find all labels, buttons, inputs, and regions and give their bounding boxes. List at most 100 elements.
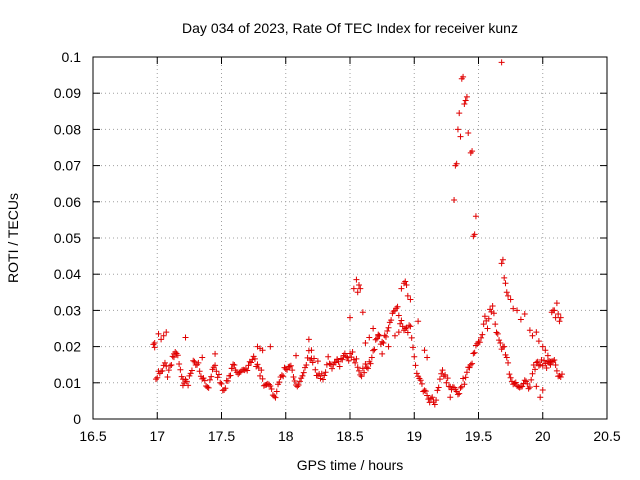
data-point bbox=[407, 323, 414, 330]
data-point bbox=[457, 133, 464, 140]
data-point bbox=[503, 354, 510, 361]
data-point bbox=[407, 296, 414, 303]
data-point bbox=[179, 376, 186, 383]
data-point bbox=[422, 388, 429, 395]
y-tick-label: 0.04 bbox=[54, 266, 81, 282]
data-point bbox=[418, 380, 425, 387]
data-point bbox=[556, 318, 563, 325]
data-point bbox=[524, 380, 531, 387]
data-point bbox=[533, 329, 540, 336]
x-tick-label: 16.5 bbox=[79, 428, 106, 444]
data-point bbox=[417, 377, 424, 384]
data-point bbox=[384, 328, 391, 335]
data-point bbox=[528, 376, 535, 383]
data-point bbox=[431, 401, 438, 408]
data-point bbox=[519, 383, 526, 390]
data-point bbox=[214, 374, 221, 381]
data-point bbox=[412, 362, 419, 369]
data-point bbox=[438, 370, 445, 377]
data-point bbox=[235, 371, 242, 378]
data-point bbox=[224, 377, 231, 384]
data-point bbox=[322, 369, 329, 376]
data-point bbox=[299, 372, 306, 379]
data-point bbox=[394, 303, 401, 310]
data-point bbox=[272, 394, 279, 401]
data-point bbox=[363, 364, 370, 371]
data-point bbox=[353, 276, 360, 283]
data-point bbox=[559, 371, 566, 378]
data-point bbox=[379, 350, 386, 357]
data-point bbox=[200, 375, 207, 382]
data-point bbox=[320, 376, 327, 383]
x-tick-label: 17 bbox=[149, 428, 165, 444]
x-tick-label: 20.5 bbox=[593, 428, 620, 444]
data-point bbox=[350, 285, 357, 292]
data-point bbox=[158, 336, 165, 343]
data-point bbox=[413, 370, 420, 377]
data-point bbox=[499, 256, 506, 263]
data-point bbox=[169, 353, 176, 360]
data-point bbox=[457, 384, 464, 391]
data-point bbox=[359, 365, 366, 372]
data-point bbox=[164, 374, 171, 381]
data-point bbox=[178, 373, 185, 380]
data-point bbox=[502, 351, 509, 358]
data-point bbox=[470, 350, 477, 357]
data-point bbox=[326, 360, 333, 367]
data-point bbox=[447, 394, 454, 401]
data-point bbox=[364, 365, 371, 372]
data-point bbox=[557, 314, 564, 321]
data-point bbox=[208, 373, 215, 380]
data-point bbox=[505, 292, 512, 299]
data-point bbox=[345, 357, 352, 364]
data-point bbox=[456, 110, 463, 117]
data-point bbox=[267, 343, 274, 350]
data-point bbox=[329, 365, 336, 372]
data-point bbox=[502, 280, 509, 287]
data-point bbox=[478, 334, 485, 341]
data-point bbox=[552, 314, 559, 321]
data-point bbox=[440, 373, 447, 380]
data-point bbox=[353, 355, 360, 362]
data-point bbox=[523, 378, 530, 385]
data-point bbox=[362, 339, 369, 346]
y-tick-label: 0.01 bbox=[54, 375, 81, 391]
data-point bbox=[176, 360, 183, 367]
data-point bbox=[456, 390, 463, 397]
data-point bbox=[314, 358, 321, 365]
data-point bbox=[382, 333, 389, 340]
y-tick-label: 0.09 bbox=[54, 85, 81, 101]
data-point bbox=[257, 372, 264, 379]
data-point bbox=[300, 369, 307, 376]
data-point bbox=[553, 367, 560, 374]
data-point bbox=[525, 385, 532, 392]
data-point bbox=[488, 308, 495, 315]
data-point bbox=[325, 353, 332, 360]
data-point bbox=[521, 377, 528, 384]
data-point bbox=[273, 388, 280, 395]
data-point bbox=[251, 355, 258, 362]
data-point bbox=[244, 367, 251, 374]
data-point bbox=[289, 367, 296, 374]
data-point bbox=[314, 372, 321, 379]
data-point bbox=[411, 353, 418, 360]
data-point bbox=[287, 362, 294, 369]
data-point bbox=[404, 292, 411, 299]
data-point bbox=[204, 384, 211, 391]
data-point bbox=[160, 362, 167, 369]
data-point bbox=[460, 73, 467, 80]
data-point bbox=[150, 341, 157, 348]
data-point bbox=[505, 359, 512, 366]
data-point bbox=[187, 370, 194, 377]
data-point bbox=[433, 397, 440, 404]
y-axis-ticks: 0 0.01 0.02 0.03 0.04 0.05 0.06 0.07 0.08 0.09 0.1 bbox=[54, 49, 607, 427]
data-point bbox=[370, 325, 377, 332]
y-tick-label: 0.06 bbox=[54, 194, 81, 210]
data-point bbox=[354, 364, 361, 371]
data-point bbox=[151, 339, 158, 346]
data-point bbox=[260, 382, 267, 389]
data-point bbox=[349, 349, 356, 356]
data-point bbox=[250, 353, 257, 360]
data-point bbox=[489, 303, 496, 310]
data-point bbox=[196, 368, 203, 375]
